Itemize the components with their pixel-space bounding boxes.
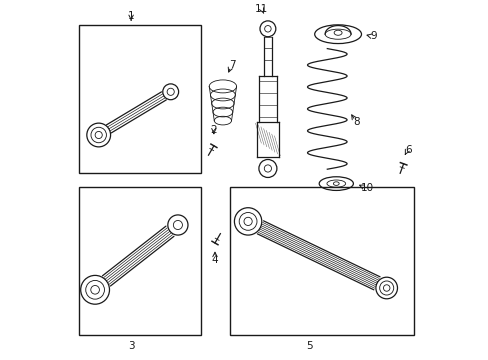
Text: 8: 8 bbox=[353, 117, 359, 127]
Text: 11: 11 bbox=[254, 4, 267, 14]
Text: 9: 9 bbox=[369, 31, 376, 41]
Text: 3: 3 bbox=[127, 341, 134, 351]
Text: 6: 6 bbox=[404, 145, 411, 156]
Bar bbox=[230, 187, 413, 335]
Text: 1: 1 bbox=[127, 11, 134, 21]
Text: 10: 10 bbox=[360, 183, 373, 193]
Text: 2: 2 bbox=[210, 125, 217, 135]
Bar bbox=[79, 25, 201, 173]
Bar bbox=[79, 187, 201, 335]
Text: 5: 5 bbox=[305, 341, 312, 351]
Text: 7: 7 bbox=[229, 60, 235, 70]
Text: 4: 4 bbox=[211, 255, 218, 265]
